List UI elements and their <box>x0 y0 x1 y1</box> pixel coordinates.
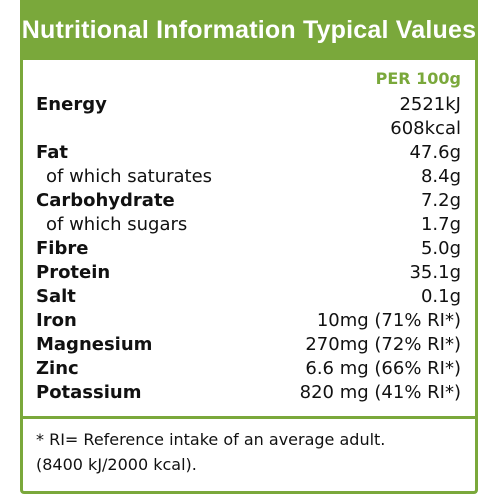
nutrition-row-potassium: Potassium 820 mg (41% RI*) <box>36 381 461 405</box>
nutrient-label: Protein <box>36 262 111 283</box>
nutrient-label: Fat <box>36 142 68 163</box>
nutrient-label: Fibre <box>36 238 89 259</box>
nutrient-value: 1.7g <box>420 214 461 235</box>
nutrient-value: 47.6g <box>409 142 461 163</box>
nutrient-label: Salt <box>36 286 76 307</box>
nutrient-label: Iron <box>36 310 77 331</box>
nutrient-value: 8.4g <box>420 166 461 187</box>
nutrition-row-carbohydrate: Carbohydrate 7.2g <box>36 189 461 213</box>
nutrient-value: 270mg (72% RI*) <box>305 334 461 355</box>
nutrition-row-salt: Salt 0.1g <box>36 285 461 309</box>
energy-kj-value: 2521kJ <box>399 94 461 115</box>
nutrient-value: 5.0g <box>420 238 461 259</box>
energy-kcal-value: 608kcal <box>390 118 461 139</box>
nutrient-value: 35.1g <box>409 262 461 283</box>
nutrition-row-magnesium: Magnesium 270mg (72% RI*) <box>36 333 461 357</box>
nutrient-value: 6.6 mg (66% RI*) <box>305 358 461 379</box>
nutrition-row-fat: Fat 47.6g <box>36 141 461 165</box>
footnote-line-2: (8400 kJ/2000 kcal). <box>36 455 197 474</box>
nutrient-label: Magnesium <box>36 334 153 355</box>
nutrition-row-fibre: Fibre 5.0g <box>36 237 461 261</box>
nutrient-value: 7.2g <box>420 190 461 211</box>
nutrient-value: 820 mg (41% RI*) <box>299 382 461 403</box>
nutrition-row-sugars: of which sugars 1.7g <box>36 213 461 237</box>
nutrient-value: 10mg (71% RI*) <box>316 310 461 331</box>
nutrition-panel: Nutritional Information Typical Values P… <box>20 0 478 494</box>
nutrient-label: Zinc <box>36 358 79 379</box>
nutrition-row-zinc: Zinc 6.6 mg (66% RI*) <box>36 357 461 381</box>
panel-title: Nutritional Information Typical Values <box>20 0 478 60</box>
footnote-line-1: * RI= Reference intake of an average adu… <box>36 430 386 449</box>
footnote-divider <box>23 416 475 419</box>
nutrient-value: 0.1g <box>420 286 461 307</box>
nutrition-row-saturates: of which saturates 8.4g <box>36 165 461 189</box>
nutrient-label: of which sugars <box>46 214 188 235</box>
nutrient-label: of which saturates <box>46 166 213 187</box>
nutrition-row-protein: Protein 35.1g <box>36 261 461 285</box>
reference-intake-footnote: * RI= Reference intake of an average adu… <box>36 427 456 477</box>
nutrient-label: Carbohydrate <box>36 190 175 211</box>
nutrition-row-iron: Iron 10mg (71% RI*) <box>36 309 461 333</box>
nutrient-value: 2521kJ 608kcal <box>390 93 461 141</box>
nutrition-row-energy: Energy 2521kJ 608kcal <box>36 93 461 141</box>
nutrient-label: Potassium <box>36 382 142 403</box>
nutrient-label: Energy <box>36 94 107 115</box>
nutrition-table: Energy 2521kJ 608kcal Fat 47.6g of which… <box>36 93 461 405</box>
per-100g-column-header: PER 100g <box>375 69 461 88</box>
